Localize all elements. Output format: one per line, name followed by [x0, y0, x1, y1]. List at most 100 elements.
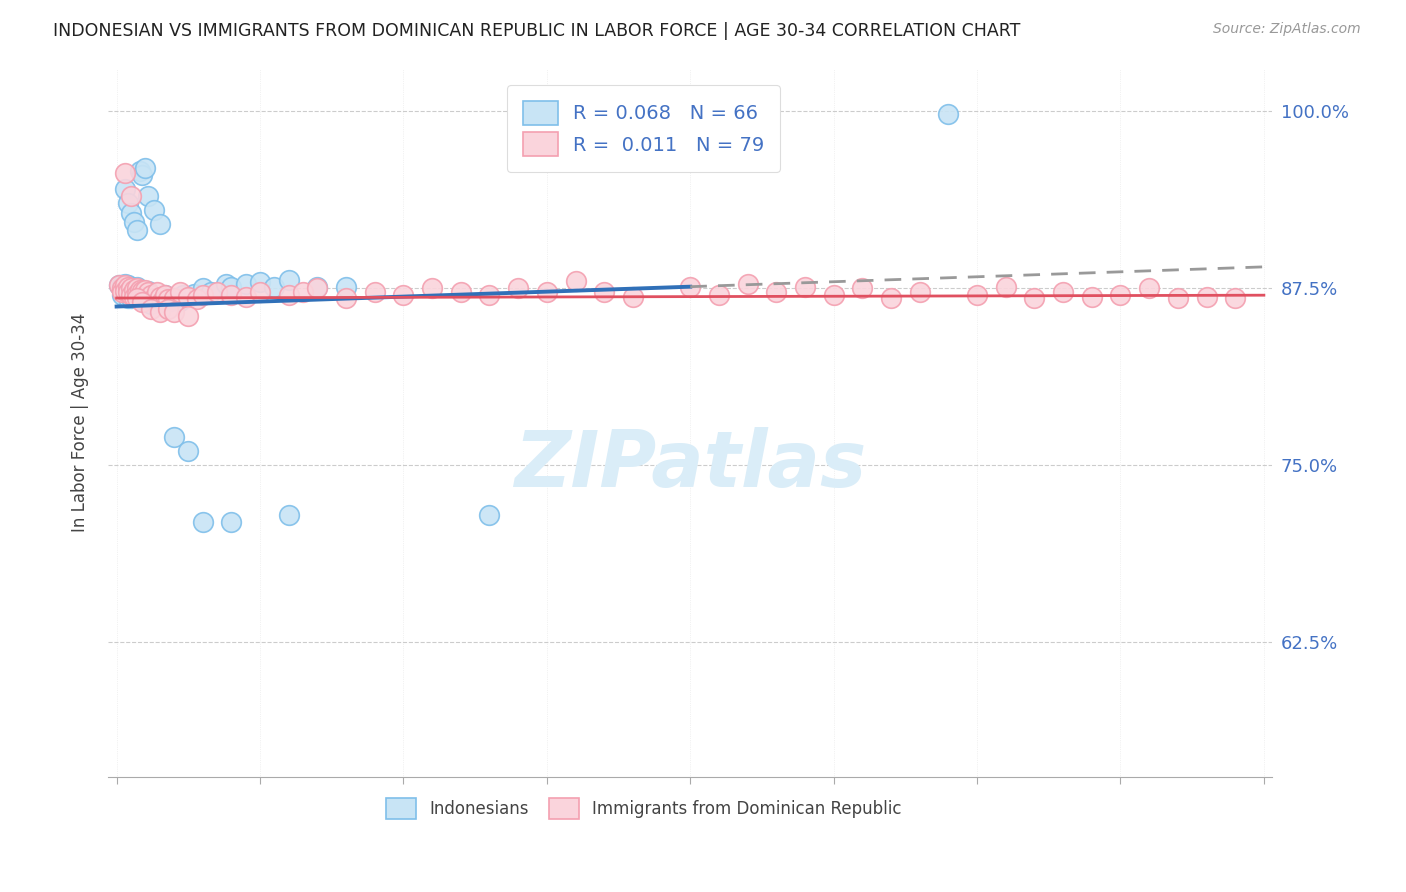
Point — [277, 508, 299, 522]
Point — [125, 223, 148, 237]
Point — [136, 189, 159, 203]
Point — [111, 278, 134, 293]
Point — [136, 285, 159, 300]
Point — [120, 291, 142, 305]
Point — [1167, 291, 1189, 305]
Point — [163, 305, 186, 319]
Point — [1195, 290, 1218, 304]
Point — [125, 279, 148, 293]
Point — [1137, 281, 1160, 295]
Point — [149, 290, 172, 304]
Point — [131, 295, 153, 310]
Point — [679, 279, 702, 293]
Point — [114, 166, 136, 180]
Point — [157, 293, 180, 307]
Point — [221, 515, 243, 529]
Point — [128, 293, 150, 307]
Point — [142, 291, 165, 305]
Point — [307, 281, 329, 295]
Point — [163, 430, 186, 444]
Point — [152, 293, 174, 308]
Point — [186, 293, 208, 307]
Point — [120, 288, 142, 302]
Point — [134, 293, 156, 308]
Point — [277, 272, 299, 286]
Point — [263, 279, 285, 293]
Point — [111, 288, 134, 302]
Point — [335, 291, 357, 305]
Point — [1225, 291, 1247, 305]
Point — [420, 281, 443, 295]
Point — [139, 290, 162, 304]
Point — [125, 281, 148, 295]
Point — [122, 283, 145, 297]
Point — [134, 161, 156, 175]
Point — [142, 203, 165, 218]
Point — [335, 279, 357, 293]
Point — [125, 288, 148, 302]
Point — [938, 107, 960, 121]
Point — [134, 285, 156, 300]
Point — [111, 281, 134, 295]
Point — [122, 214, 145, 228]
Point — [136, 284, 159, 298]
Point — [508, 281, 530, 295]
Point — [292, 285, 315, 300]
Point — [155, 288, 177, 302]
Point — [125, 286, 148, 301]
Point — [108, 278, 131, 293]
Point — [128, 284, 150, 298]
Point — [155, 288, 177, 302]
Point — [134, 290, 156, 304]
Point — [117, 291, 139, 305]
Point — [131, 290, 153, 304]
Point — [163, 291, 186, 305]
Point — [149, 218, 172, 232]
Legend: Indonesians, Immigrants from Dominican Republic: Indonesians, Immigrants from Dominican R… — [380, 791, 908, 825]
Point — [157, 293, 180, 307]
Point — [114, 182, 136, 196]
Point — [1109, 288, 1132, 302]
Point — [169, 285, 191, 300]
Point — [122, 290, 145, 304]
Point — [122, 283, 145, 297]
Point — [122, 290, 145, 304]
Point — [163, 291, 186, 305]
Text: ZIPatlas: ZIPatlas — [515, 427, 866, 503]
Point — [249, 285, 271, 300]
Point — [1024, 291, 1046, 305]
Point — [149, 295, 172, 310]
Point — [139, 302, 162, 317]
Point — [117, 284, 139, 298]
Text: INDONESIAN VS IMMIGRANTS FROM DOMINICAN REPUBLIC IN LABOR FORCE | AGE 30-34 CORR: INDONESIAN VS IMMIGRANTS FROM DOMINICAN … — [53, 22, 1021, 40]
Point — [131, 168, 153, 182]
Point — [145, 293, 167, 308]
Y-axis label: In Labor Force | Age 30-34: In Labor Force | Age 30-34 — [72, 313, 89, 533]
Point — [214, 277, 236, 291]
Point — [277, 288, 299, 302]
Point — [392, 288, 415, 302]
Point — [114, 284, 136, 298]
Point — [478, 508, 501, 522]
Point — [160, 293, 183, 308]
Point — [139, 296, 162, 310]
Point — [235, 290, 257, 304]
Point — [621, 290, 644, 304]
Point — [177, 290, 200, 304]
Point — [593, 285, 616, 300]
Point — [117, 278, 139, 293]
Point — [134, 283, 156, 297]
Point — [149, 305, 172, 319]
Point — [128, 283, 150, 297]
Point — [200, 285, 222, 300]
Point — [136, 293, 159, 307]
Point — [221, 288, 243, 302]
Point — [191, 288, 214, 302]
Point — [117, 196, 139, 211]
Point — [177, 444, 200, 458]
Point — [120, 285, 142, 300]
Point — [364, 285, 387, 300]
Point — [131, 291, 153, 305]
Point — [120, 189, 142, 203]
Point — [221, 279, 243, 293]
